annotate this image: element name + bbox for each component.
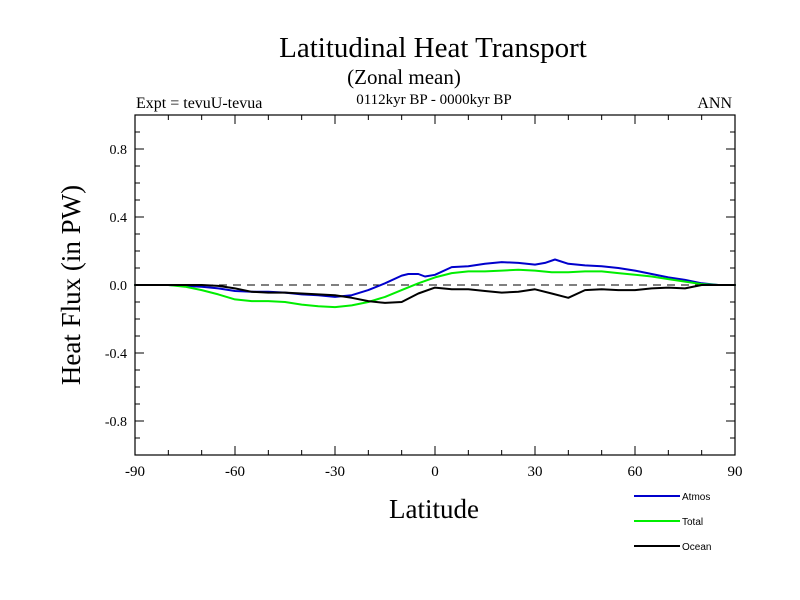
tick-labels: -90 -60 -30 0 30 60 90 -0.8 -0.4 0.0 0.4 0.8 (105, 143, 743, 480)
x-tick-label: 60 (628, 464, 643, 480)
chart-subtitle: (Zonal mean) (347, 65, 461, 89)
legend-label-total: Total (682, 517, 703, 528)
legend-label-atmos: Atmos (682, 492, 710, 503)
expt-label: Expt = tevuU-tevua (136, 95, 262, 112)
x-tick-label: 30 (528, 464, 543, 480)
series-line-ocean (134, 284, 736, 304)
y-tick-label: 0.0 (110, 279, 128, 294)
y-tick-label: -0.4 (105, 347, 127, 362)
y-tick-label: 0.8 (110, 143, 128, 158)
season-label: ANN (697, 95, 732, 112)
series-line-total (134, 268, 736, 309)
y-tick-label: -0.8 (105, 415, 127, 430)
legend-label-ocean: Ocean (682, 542, 711, 553)
y-tick-label: 0.4 (110, 211, 128, 226)
x-tick-label: 0 (431, 464, 439, 480)
series-lines (134, 258, 736, 309)
x-tick-label: 90 (728, 464, 743, 480)
x-axis-label: Latitude (389, 494, 479, 524)
legend: Atmos Total Ocean (634, 492, 711, 553)
y-axis-label: Heat Flux (in PW) (56, 185, 86, 385)
plot-frame (134, 114, 736, 456)
period-label: 0112kyr BP - 0000kyr BP (356, 92, 512, 108)
x-tick-label: -60 (225, 464, 245, 480)
x-tick-label: -90 (125, 464, 145, 480)
x-tick-label: -30 (325, 464, 345, 480)
chart-title: Latitudinal Heat Transport (279, 32, 587, 64)
